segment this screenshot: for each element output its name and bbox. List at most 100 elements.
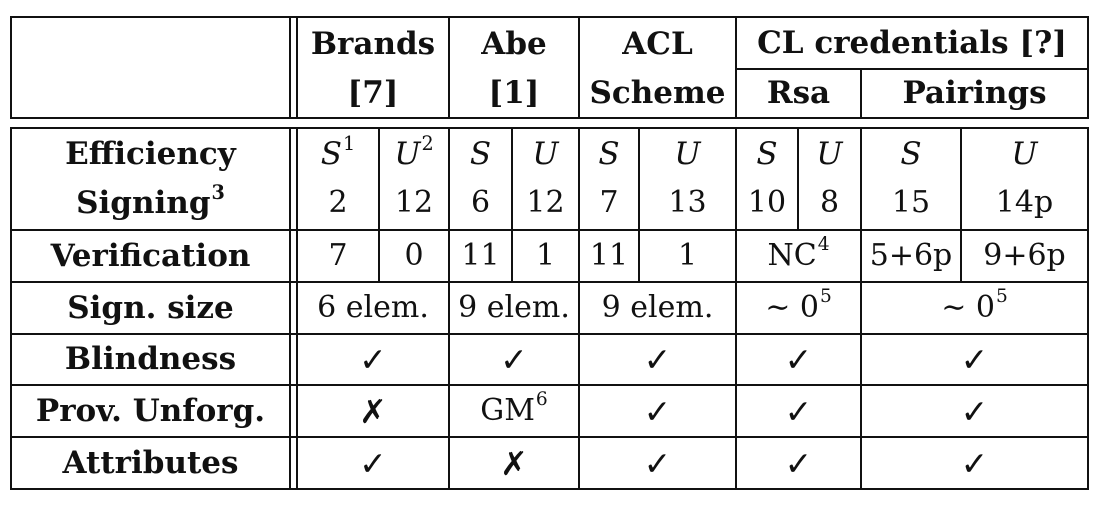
prov-unforg-check-icon: ✓ (643, 391, 672, 431)
rule (10, 281, 1089, 283)
rule (638, 127, 640, 231)
prov-unforg-abe-text: GM (480, 393, 535, 428)
verification-rsa-merged: NC 4 (737, 231, 860, 281)
verification-cell: 11 (589, 238, 629, 273)
prov-unforg-cross-icon: ✗ (359, 391, 387, 431)
signing-cell: 8 (819, 185, 840, 220)
efficiency-cell: U (1011, 135, 1038, 172)
header-abe-line1: Abe (481, 25, 547, 62)
signing-cell: 2 (328, 185, 348, 220)
signing-cell: 13 (668, 185, 707, 220)
row-label-blindness: Blindness (64, 341, 237, 377)
efficiency-cell: S (900, 135, 922, 172)
prov-unforg-abe: GM 6 (450, 386, 578, 436)
row-label-signing-text: Signing (76, 184, 211, 221)
efficiency-cell-letter: S (320, 135, 343, 172)
rule (960, 127, 962, 231)
efficiency-cell-letter: U (394, 135, 421, 172)
verification-cell: 11 (461, 238, 500, 273)
efficiency-cell: U (816, 135, 843, 172)
prov-unforg-check-icon: ✓ (784, 391, 813, 431)
attributes-check-icon: ✓ (784, 443, 813, 483)
rule (378, 229, 380, 283)
rule (10, 117, 1089, 119)
efficiency-cell-footnote: 1 (343, 131, 356, 155)
rule (448, 127, 450, 490)
verification-rsa-text: NC (767, 238, 817, 273)
verification-cell: 9+6p (983, 238, 1066, 273)
rule (1087, 16, 1089, 119)
rule (578, 127, 580, 490)
row-label-attributes: Attributes (62, 444, 239, 481)
attributes-check-icon: ✓ (359, 443, 387, 483)
header-brands-line2: [7] (347, 74, 399, 111)
rule (10, 127, 12, 490)
signing-cell: 6 (470, 185, 491, 220)
signing-cell: 14p (995, 185, 1054, 220)
rule (378, 127, 380, 231)
rule (638, 229, 640, 283)
rule (511, 229, 513, 283)
rule (735, 127, 737, 490)
signing-cell: 10 (747, 185, 787, 220)
rule (10, 16, 1089, 18)
rule (735, 16, 737, 119)
signing-cell: 15 (891, 185, 931, 220)
rule (960, 229, 962, 283)
rule (1087, 127, 1089, 490)
rule (10, 436, 1089, 438)
efficiency-cell: S (469, 135, 492, 172)
sign-size-pairings-text: ∼ 0 (941, 290, 995, 325)
verification-cell: 7 (328, 238, 348, 273)
rule (296, 16, 298, 119)
rule (860, 68, 862, 119)
attributes-check-icon: ✓ (960, 443, 989, 483)
header-cl-credentials: CL credentials [?] (757, 24, 1067, 61)
rule (289, 16, 291, 119)
rule (511, 127, 513, 231)
efficiency-cell-footnote: 2 (421, 131, 434, 155)
rule (289, 127, 291, 490)
rule (10, 384, 1089, 386)
blindness-check-icon: ✓ (359, 340, 387, 379)
sign-size-abe: 9 elem. (458, 290, 570, 325)
rule (10, 333, 1089, 335)
blindness-check-icon: ✓ (784, 340, 813, 379)
rule (736, 68, 1089, 70)
header-acl-line2: Scheme (589, 74, 726, 111)
blindness-check-icon: ✓ (500, 340, 528, 379)
sign-size-acl: 9 elem. (601, 290, 714, 325)
rule (10, 127, 1089, 129)
rule (10, 16, 12, 119)
row-label-signing: Signing 3 (12, 180, 289, 226)
efficiency-cell: S (756, 135, 778, 172)
row-label-sign-size: Sign. size (67, 289, 234, 326)
efficiency-cell: U (674, 135, 701, 172)
prov-unforg-check-icon: ✓ (960, 391, 989, 431)
attributes-cross-icon: ✗ (500, 443, 528, 483)
header-brands-line1: Brands (310, 25, 436, 62)
rule (860, 127, 862, 490)
header-pairings: Pairings (902, 74, 1047, 111)
header-acl-line1: ACL (622, 25, 693, 62)
sign-size-rsa-text: ∼ 0 (765, 290, 819, 325)
signing-cell: 12 (526, 185, 565, 220)
row-label-signing-footnote: 3 (211, 180, 225, 204)
row-label-efficiency: Efficiency (65, 135, 236, 172)
rule (578, 16, 580, 119)
header-rsa: Rsa (766, 74, 831, 111)
verification-cell: 0 (404, 238, 424, 273)
verification-cell: 1 (535, 238, 556, 273)
efficiency-cell: U (532, 135, 559, 172)
rule (296, 127, 298, 490)
attributes-check-icon: ✓ (643, 443, 672, 483)
rule (10, 229, 1089, 231)
verification-cell: 1 (677, 238, 698, 273)
rule (10, 488, 1089, 490)
sign-size-brands: 6 elem. (317, 290, 429, 325)
row-label-prov-unforg: Prov. Unforg. (35, 392, 266, 429)
